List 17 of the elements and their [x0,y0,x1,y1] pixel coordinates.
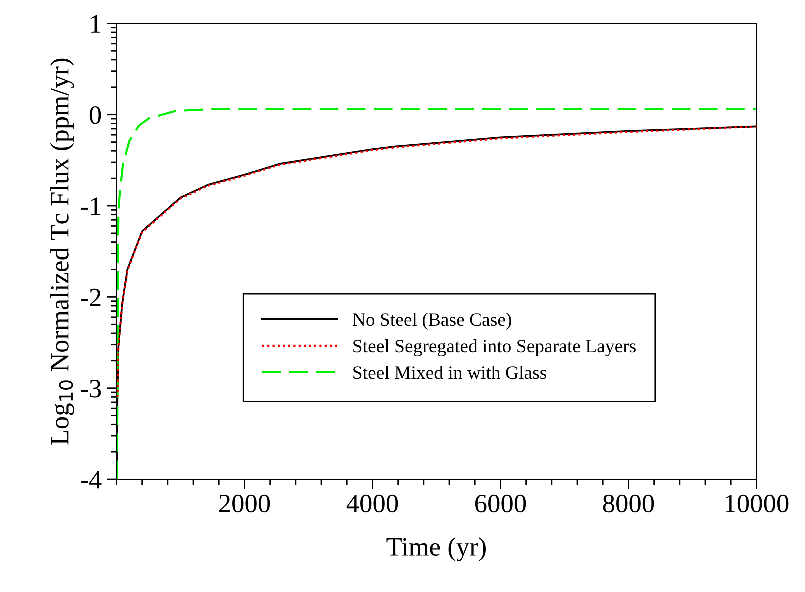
line-series [116,126,757,399]
y-tick-label: -1 [81,198,101,216]
y-tick-label: -2 [81,288,101,306]
y-tick-label: 1 [91,15,101,33]
legend-label: Steel Mixed in with Glass [354,366,546,380]
x-tick-label: 4000 [346,494,398,513]
y-tick-label: 0 [90,106,102,124]
legend-label: Steel Segregated into Separate Layers [354,339,636,357]
x-tick-label: 6000 [475,494,526,513]
y-tick-label: -4 [81,471,102,489]
x-axis-title: Time (yr) [386,537,486,562]
x-tick-label: 2000 [219,494,270,513]
x-tick-label: 8000 [603,494,654,513]
y-tick-label: -3 [81,380,102,398]
x-tick-label: 10000 [726,494,789,513]
legend-label: No Steel (Base Case) [352,312,512,330]
y-axis-title: Log$_{10}$ Normalized Tc Flux (ppm/yr) [50,58,74,445]
